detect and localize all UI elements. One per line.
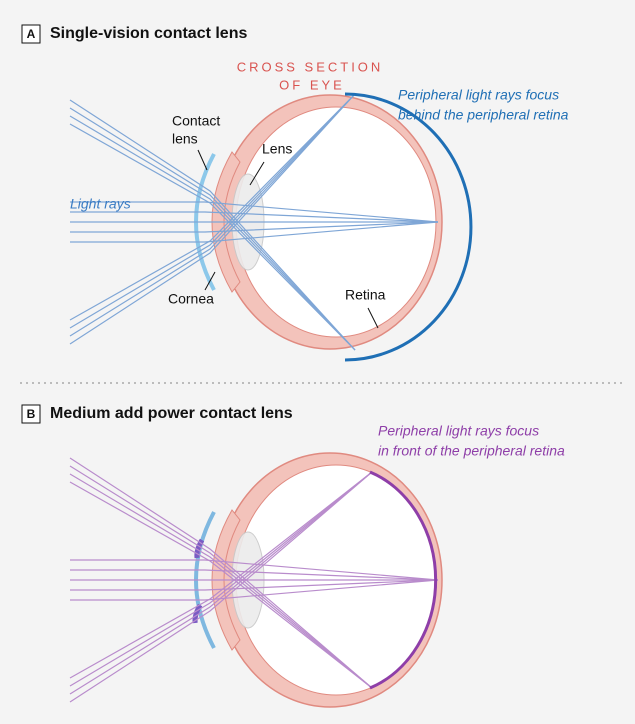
label: lens [172,131,198,147]
label: Lens [262,141,292,157]
diagram: A Single-vision contact lens CROSS SECTI… [0,0,635,724]
label: Contact [172,113,220,129]
cross-section-label: OF EYE [279,77,345,92]
panel-label: B [27,407,36,421]
caption: Peripheral light rays focus [378,423,539,439]
label: Light rays [70,196,131,212]
caption: in front of the peripheral retina [378,443,565,459]
panel-label: A [27,27,36,41]
label: Cornea [168,291,214,307]
panel-title: Medium add power contact lens [50,405,293,422]
panel-title: Single-vision contact lens [50,25,247,42]
caption: Peripheral light rays focus [398,87,559,103]
label: Retina [345,287,386,303]
cross-section-label: CROSS SECTION [237,59,384,74]
caption: behind the peripheral retina [398,107,569,123]
